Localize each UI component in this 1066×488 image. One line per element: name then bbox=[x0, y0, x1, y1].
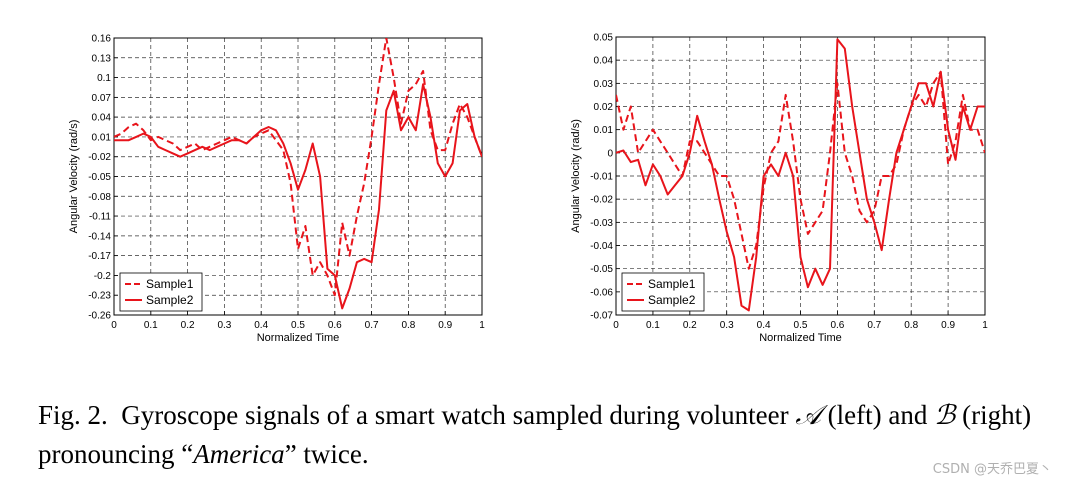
chart2-x-tick-label: 0.4 bbox=[757, 320, 771, 331]
left-chart: 0 0.1 0.2 0.3 0.4 0.5 0.6 0.7 0.8 0.9 1 0.16 0.13 0.1… bbox=[68, 34, 485, 345]
chart1-x-tick-label: 0.1 bbox=[144, 320, 158, 331]
chart2-x-tick-label: 1 bbox=[982, 320, 988, 331]
chart1-y-tick-label: -0.02 bbox=[88, 152, 111, 163]
chart2-plot-frame bbox=[615, 36, 986, 316]
chart1-x-tick-label: 0.4 bbox=[254, 320, 268, 331]
chart1-x-axis-title: Normalized Time bbox=[257, 332, 340, 344]
chart2-y-tick-label: 0.04 bbox=[594, 56, 614, 67]
figure-caption: Fig. 2. Gyroscope signals of a smart wat… bbox=[38, 396, 1048, 473]
caption-symbol-a: 𝒜 bbox=[795, 400, 821, 431]
chart2-y-tick-label: 0 bbox=[607, 148, 613, 159]
chart2-x-tick-label: 0 bbox=[613, 320, 619, 331]
chart2-y-tick-label: -0.03 bbox=[590, 218, 613, 229]
chart1-x-tick-label: 0.7 bbox=[365, 320, 379, 331]
chart1-y-tick-label: 0.07 bbox=[92, 93, 112, 104]
chart1-y-tick-label: -0.05 bbox=[88, 172, 111, 183]
chart2-x-tick-label: 0.6 bbox=[830, 320, 844, 331]
caption-emphasis: America bbox=[193, 439, 285, 469]
chart1-x-tick-label: 1 bbox=[479, 320, 485, 331]
chart1-y-tick-label: -0.14 bbox=[88, 231, 111, 242]
chart1-y-tick-label: 0.13 bbox=[92, 53, 112, 64]
right-chart: 0 0.1 0.2 0.3 0.4 0.5 0.6 0.7 0.8 0.9 1 0.05 0.04 0.0… bbox=[570, 33, 988, 345]
chart2-y-tick-label: -0.05 bbox=[590, 264, 613, 275]
chart2-y-tick-label: 0.02 bbox=[594, 102, 614, 113]
chart2-y-tick-label: -0.04 bbox=[590, 241, 613, 252]
chart1-y-tick-label: -0.2 bbox=[94, 271, 112, 282]
chart1-y-tick-label: -0.17 bbox=[88, 251, 111, 262]
chart1-x-tick-label: 0.8 bbox=[401, 320, 415, 331]
chart2-y-axis-title: Angular Velocity (rad/s) bbox=[570, 119, 582, 233]
chart2-y-tick-label: -0.07 bbox=[590, 311, 613, 322]
chart1-legend-label-sample1: Sample1 bbox=[146, 277, 194, 291]
chart1-y-tick-label: 0.16 bbox=[92, 34, 112, 45]
chart1-legend-box bbox=[119, 272, 203, 312]
chart1-y-tick-label: -0.08 bbox=[88, 192, 111, 203]
chart2-y-tick-label: 0.01 bbox=[594, 125, 614, 136]
caption-label: Fig. 2. bbox=[38, 400, 108, 430]
chart2-x-tick-label: 0.8 bbox=[904, 320, 918, 331]
chart1-x-tick-label: 0.3 bbox=[217, 320, 231, 331]
chart2-legend-box bbox=[621, 272, 705, 312]
chart1-plot-frame bbox=[113, 37, 483, 316]
chart2-x-tick-label: 0.9 bbox=[941, 320, 955, 331]
caption-text-3: (right) pronouncing “ bbox=[38, 400, 1032, 469]
chart2-y-tick-label: -0.02 bbox=[590, 195, 613, 206]
chart2-legend-label-sample2: Sample2 bbox=[648, 293, 696, 307]
chart1-y-axis-title: Angular Velocity (rad/s) bbox=[68, 120, 80, 234]
caption-symbol-b: ℬ bbox=[934, 400, 956, 431]
chart2-x-tick-label: 0.1 bbox=[646, 320, 660, 331]
chart2-x-axis-title: Normalized Time bbox=[759, 332, 842, 344]
chart2-legend-label-sample1: Sample1 bbox=[648, 277, 696, 291]
caption-text-1: Gyroscope signals of a smart watch sampl… bbox=[121, 400, 796, 430]
chart1-y-tick-label: -0.26 bbox=[88, 311, 111, 322]
chart2-x-tick-label: 0.7 bbox=[867, 320, 881, 331]
chart2-series-sample2-line bbox=[616, 38, 985, 312]
chart2-x-tick-label: 0.3 bbox=[720, 320, 734, 331]
chart2-y-tick-label: 0.05 bbox=[594, 33, 614, 44]
chart1-x-tick-label: 0.5 bbox=[291, 320, 305, 331]
chart1-series-sample2-line bbox=[114, 83, 482, 310]
chart1-legend-label-sample2: Sample2 bbox=[146, 293, 194, 307]
chart1-x-tick-label: 0.2 bbox=[181, 320, 195, 331]
chart1-x-tick-label: 0 bbox=[111, 320, 117, 331]
chart1-y-tick-label: 0.04 bbox=[92, 113, 112, 124]
chart2-y-tick-label: -0.01 bbox=[590, 172, 613, 183]
chart2-x-tick-label: 0.2 bbox=[683, 320, 697, 331]
caption-text-2: (left) and bbox=[820, 400, 935, 430]
chart1-x-tick-label: 0.9 bbox=[438, 320, 452, 331]
caption-text-4: ” twice. bbox=[284, 439, 369, 469]
chart2-y-tick-label: -0.06 bbox=[590, 287, 613, 298]
chart2-x-tick-label: 0.5 bbox=[794, 320, 808, 331]
chart2-y-tick-label: 0.03 bbox=[594, 79, 614, 90]
chart1-y-tick-label: 0.01 bbox=[92, 132, 112, 143]
chart1-x-tick-label: 0.6 bbox=[328, 320, 342, 331]
chart2-series-sample1-line bbox=[616, 70, 985, 270]
watermark: CSDN @天乔巴夏丶 bbox=[932, 462, 1052, 477]
chart1-y-tick-label: -0.11 bbox=[89, 212, 111, 223]
chart1-y-tick-label: -0.23 bbox=[88, 291, 111, 302]
chart1-y-tick-label: 0.1 bbox=[97, 73, 111, 84]
